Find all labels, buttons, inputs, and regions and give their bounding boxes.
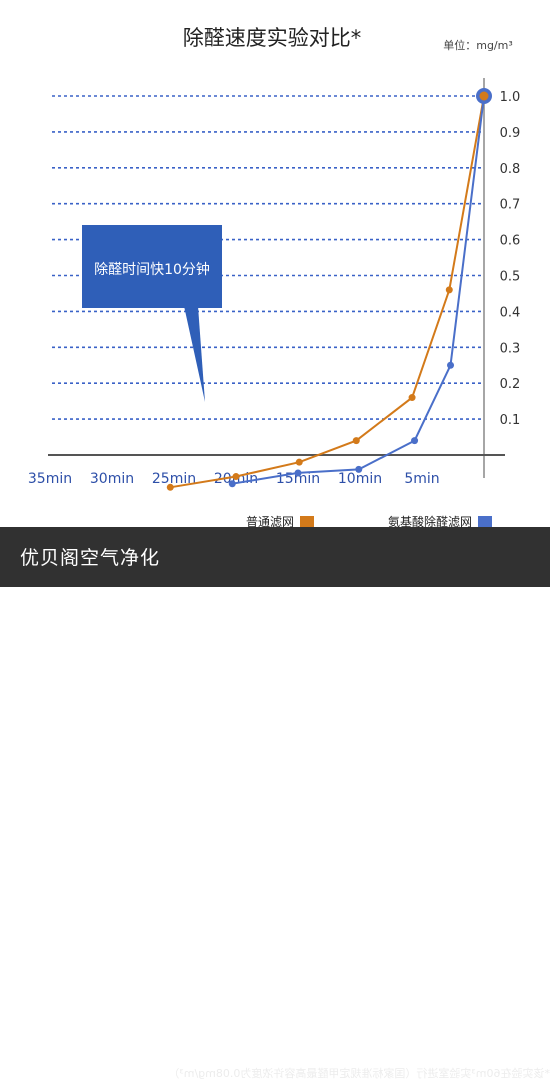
data-point: [355, 465, 363, 473]
legend-swatch-normal: [300, 516, 314, 527]
caption-bar: *该实验在60m³实验室进行（国家标准规定甲醛最高容许浓度为0.08mg/m³）…: [0, 527, 550, 1080]
y-tick-labels: 0.1 0.2 0.3 0.4 0.5 0.6 0.7 0.8 0.9 1.0: [500, 90, 521, 428]
annotation-box: [82, 225, 222, 308]
x-tick-label: 35min: [28, 471, 72, 487]
data-point: [166, 483, 174, 491]
legend-label-amino: 氨基酸除醛滤网: [388, 514, 472, 529]
x-tick-label: 5min: [404, 471, 439, 487]
legend-label-normal: 普通滤网: [246, 515, 294, 529]
y-tick-label: 0.4: [500, 305, 521, 320]
y-tick-label: 0.3: [500, 341, 521, 356]
caption-title: 优贝阁空气净化: [20, 547, 161, 569]
formaldehyde-chart: 除醛速度实验对比* 单位：mg/m³ 0.1 0.2 0.3 0.4 0.5 0.6 0.7…: [28, 26, 521, 529]
data-point: [295, 458, 303, 466]
y-tick-label: 0.9: [500, 126, 521, 141]
data-point: [228, 480, 236, 488]
data-point: [294, 469, 302, 477]
x-tick-label: 30min: [90, 471, 134, 487]
data-point: [411, 437, 419, 445]
x-tick-labels: 5min10min15min20min25min30min35min: [28, 471, 440, 487]
data-point: [408, 394, 416, 402]
chart-title: 除醛速度实验对比*: [183, 26, 362, 50]
start-marker-dot: [479, 91, 489, 101]
y-tick-label: 0.8: [500, 162, 521, 177]
annotation-text: 除醛时间快10分钟: [94, 261, 210, 278]
y-tick-label: 0.5: [500, 270, 521, 285]
data-point: [352, 437, 360, 445]
footnote: *该实验在60m³实验室进行（国家标准规定甲醛最高容许浓度为0.08mg/m³）: [168, 1067, 550, 1080]
series-line: [232, 95, 485, 485]
y-tick-label: 1.0: [500, 90, 521, 105]
legend-swatch-amino: [478, 516, 492, 527]
y-tick-label: 0.7: [500, 198, 521, 213]
x-tick-label: 25min: [152, 471, 196, 487]
series-layer: [166, 88, 492, 491]
annotation-pointer: [184, 306, 205, 402]
x-tick-label: 10min: [338, 471, 382, 487]
unit-label: 单位：mg/m³: [443, 38, 513, 52]
y-tick-label: 0.1: [500, 413, 521, 428]
data-point: [232, 473, 240, 481]
y-tick-label: 0.6: [500, 234, 521, 249]
data-point: [445, 286, 453, 294]
y-tick-label: 0.2: [500, 377, 521, 392]
data-point: [447, 361, 455, 369]
annotation: 除醛时间快10分钟: [82, 225, 222, 402]
legend: 氨基酸除醛滤网 普通滤网: [246, 514, 492, 529]
